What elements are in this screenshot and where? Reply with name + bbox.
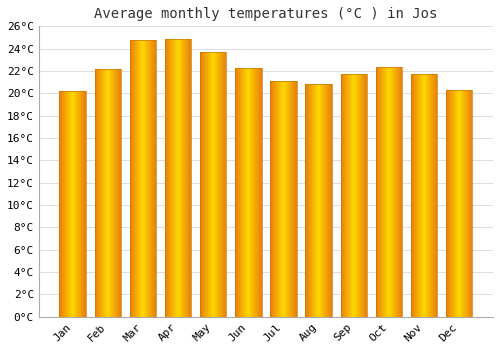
Bar: [235, 68, 262, 317]
Bar: [446, 90, 472, 317]
Bar: [340, 74, 367, 317]
Bar: [270, 81, 296, 317]
Bar: [130, 40, 156, 317]
Bar: [411, 74, 438, 317]
Bar: [200, 52, 226, 317]
Bar: [165, 38, 191, 317]
Bar: [306, 84, 332, 317]
Title: Average monthly temperatures (°C ) in Jos: Average monthly temperatures (°C ) in Jo…: [94, 7, 438, 21]
Bar: [376, 66, 402, 317]
Bar: [60, 91, 86, 317]
Bar: [94, 69, 121, 317]
